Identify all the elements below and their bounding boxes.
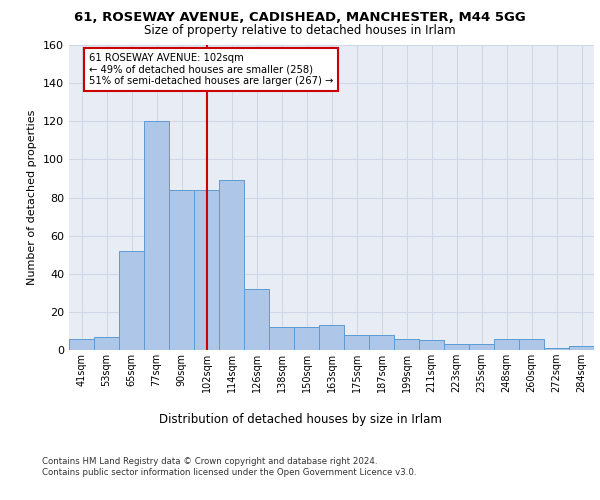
Bar [269, 327, 294, 350]
Bar [544, 348, 569, 350]
Text: 61 ROSEWAY AVENUE: 102sqm
← 49% of detached houses are smaller (258)
51% of semi: 61 ROSEWAY AVENUE: 102sqm ← 49% of detac… [89, 52, 334, 86]
Text: Contains HM Land Registry data © Crown copyright and database right 2024.
Contai: Contains HM Land Registry data © Crown c… [42, 458, 416, 477]
Bar [119, 251, 144, 350]
Bar [369, 335, 394, 350]
Bar [444, 344, 469, 350]
Bar [519, 338, 544, 350]
Bar [194, 190, 219, 350]
Bar [294, 327, 319, 350]
Text: Distribution of detached houses by size in Irlam: Distribution of detached houses by size … [158, 412, 442, 426]
Y-axis label: Number of detached properties: Number of detached properties [28, 110, 37, 285]
Text: 61, ROSEWAY AVENUE, CADISHEAD, MANCHESTER, M44 5GG: 61, ROSEWAY AVENUE, CADISHEAD, MANCHESTE… [74, 11, 526, 24]
Bar [494, 338, 519, 350]
Bar [394, 338, 419, 350]
Bar [469, 344, 494, 350]
Bar [69, 338, 94, 350]
Bar [344, 335, 369, 350]
Bar [219, 180, 244, 350]
Bar [169, 190, 194, 350]
Bar [419, 340, 444, 350]
Bar [569, 346, 594, 350]
Bar [144, 121, 169, 350]
Text: Size of property relative to detached houses in Irlam: Size of property relative to detached ho… [144, 24, 456, 37]
Bar [244, 289, 269, 350]
Bar [94, 336, 119, 350]
Bar [319, 325, 344, 350]
